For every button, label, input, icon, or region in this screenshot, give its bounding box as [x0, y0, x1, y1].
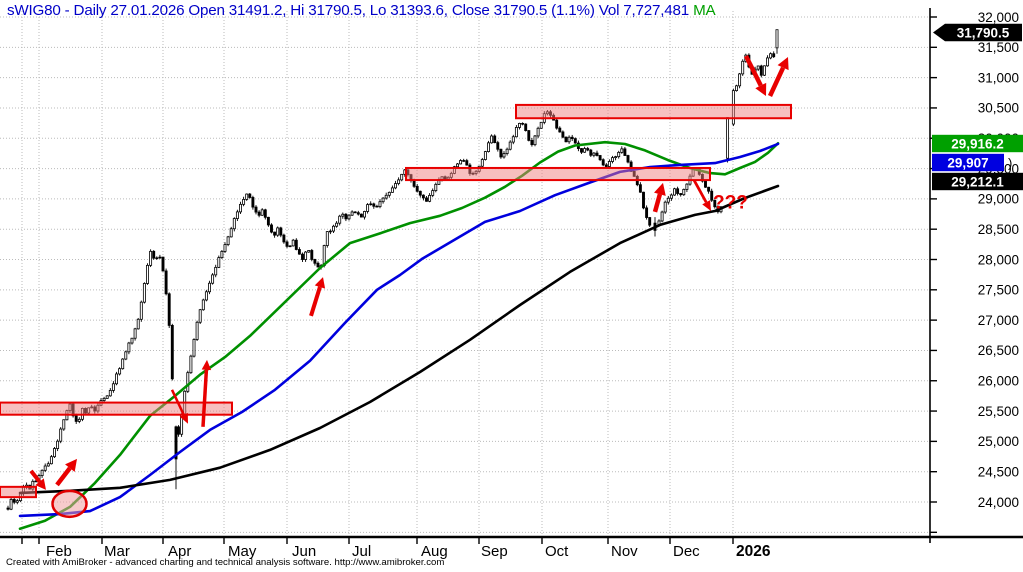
support-zone-25500 — [0, 401, 233, 416]
y-axis-label: 28,000 — [978, 252, 1019, 267]
y-axis-label: 27,000 — [978, 313, 1019, 328]
grid-layer — [0, 11, 930, 537]
amibroker-credit-text: Created with AmiBroker - advanced charti… — [6, 557, 445, 568]
svg-text:): ) — [1008, 155, 1012, 170]
annotation-ellipse-ma-crossover — [51, 489, 88, 519]
annotation-arrow — [652, 182, 666, 213]
price-badge: 29,212.1 — [932, 172, 1023, 191]
svg-text:31,790.5: 31,790.5 — [957, 25, 1010, 40]
x-axis-month-label: Dec — [673, 543, 700, 560]
y-axis-label: 28,500 — [978, 222, 1019, 237]
annotation-arrow — [201, 359, 212, 427]
svg-text:29,212.1: 29,212.1 — [951, 174, 1004, 189]
candlestick-layer — [6, 29, 779, 511]
y-axis-label: 25,000 — [978, 434, 1019, 449]
y-axis-label: 31,000 — [978, 70, 1019, 85]
question-marks-annotation: ??? — [713, 193, 748, 214]
price-badge: 29,916.2 — [932, 134, 1023, 153]
y-axis-label: 26,500 — [978, 343, 1019, 358]
y-axis-label: 27,500 — [978, 283, 1019, 298]
chart-title: sWIG80 - Daily 27.01.2026 Open 31491.2, … — [7, 2, 927, 19]
y-axis-label: 24,500 — [978, 464, 1019, 479]
y-axis-label: 30,500 — [978, 101, 1019, 116]
x-axis-month-label: 2026 — [736, 543, 771, 560]
y-axis-label: 32,000 — [978, 10, 1019, 25]
y-axis-label: 31,500 — [978, 40, 1019, 55]
x-axis-month-label: Feb — [46, 543, 72, 560]
y-axis-label: 24,000 — [978, 495, 1019, 510]
svg-text:29,907: 29,907 — [947, 155, 988, 170]
resistance-zone-29400 — [405, 166, 711, 182]
chart-title-ohlc-text: sWIG80 - Daily 27.01.2026 Open 31491.2, … — [7, 2, 690, 19]
price-badge: 31,790.5 — [933, 23, 1022, 42]
annotation-arrow — [29, 469, 46, 490]
x-axis-month-label: Apr — [168, 543, 191, 560]
y-axis-label: 29,000 — [978, 192, 1019, 207]
x-axis-month-label: Mar — [104, 543, 130, 560]
y-axis-label: 26,000 — [978, 374, 1019, 389]
y-axis: 32,00031,50031,00030,50030,00029,50029,0… — [929, 8, 1019, 543]
x-axis-month-label: Nov — [611, 543, 638, 560]
x-axis-month-label: Jun — [292, 543, 316, 560]
x-axis-month-label: Oct — [545, 543, 569, 560]
support-zone-24150 — [0, 485, 37, 499]
annotation-arrow — [743, 54, 767, 96]
annotation-arrow — [309, 277, 326, 317]
annotation-arrow — [692, 179, 711, 211]
support-resistance-zones — [0, 103, 792, 499]
resistance-zone-30450 — [515, 103, 792, 120]
svg-text:29,916.2: 29,916.2 — [951, 136, 1004, 151]
annotation-layer: ??? — [29, 54, 789, 519]
annotation-arrow — [170, 389, 188, 424]
x-axis-month-label: Aug — [421, 543, 448, 560]
ma-line-black — [18, 184, 780, 495]
x-axis-month-label: May — [228, 543, 257, 560]
price-badge: 29,907) — [932, 153, 1012, 172]
chart-title-ma-indicator-label: MA — [693, 2, 716, 19]
annotation-arrow — [55, 458, 77, 487]
x-axis-month-label: Jul — [352, 543, 371, 560]
x-axis: Feb Mar Apr May Jun Jul Aug Sep Oct Nov Dec 2026 — [0, 535, 1023, 560]
annotation-arrow — [767, 57, 789, 97]
x-axis-month-label: Sep — [481, 543, 508, 560]
y-axis-label: 25,500 — [978, 404, 1019, 419]
ma-line-blue — [18, 142, 780, 518]
price-badges: 31,790.5 29,916.2 29,907) 29,212.1 — [932, 23, 1023, 191]
